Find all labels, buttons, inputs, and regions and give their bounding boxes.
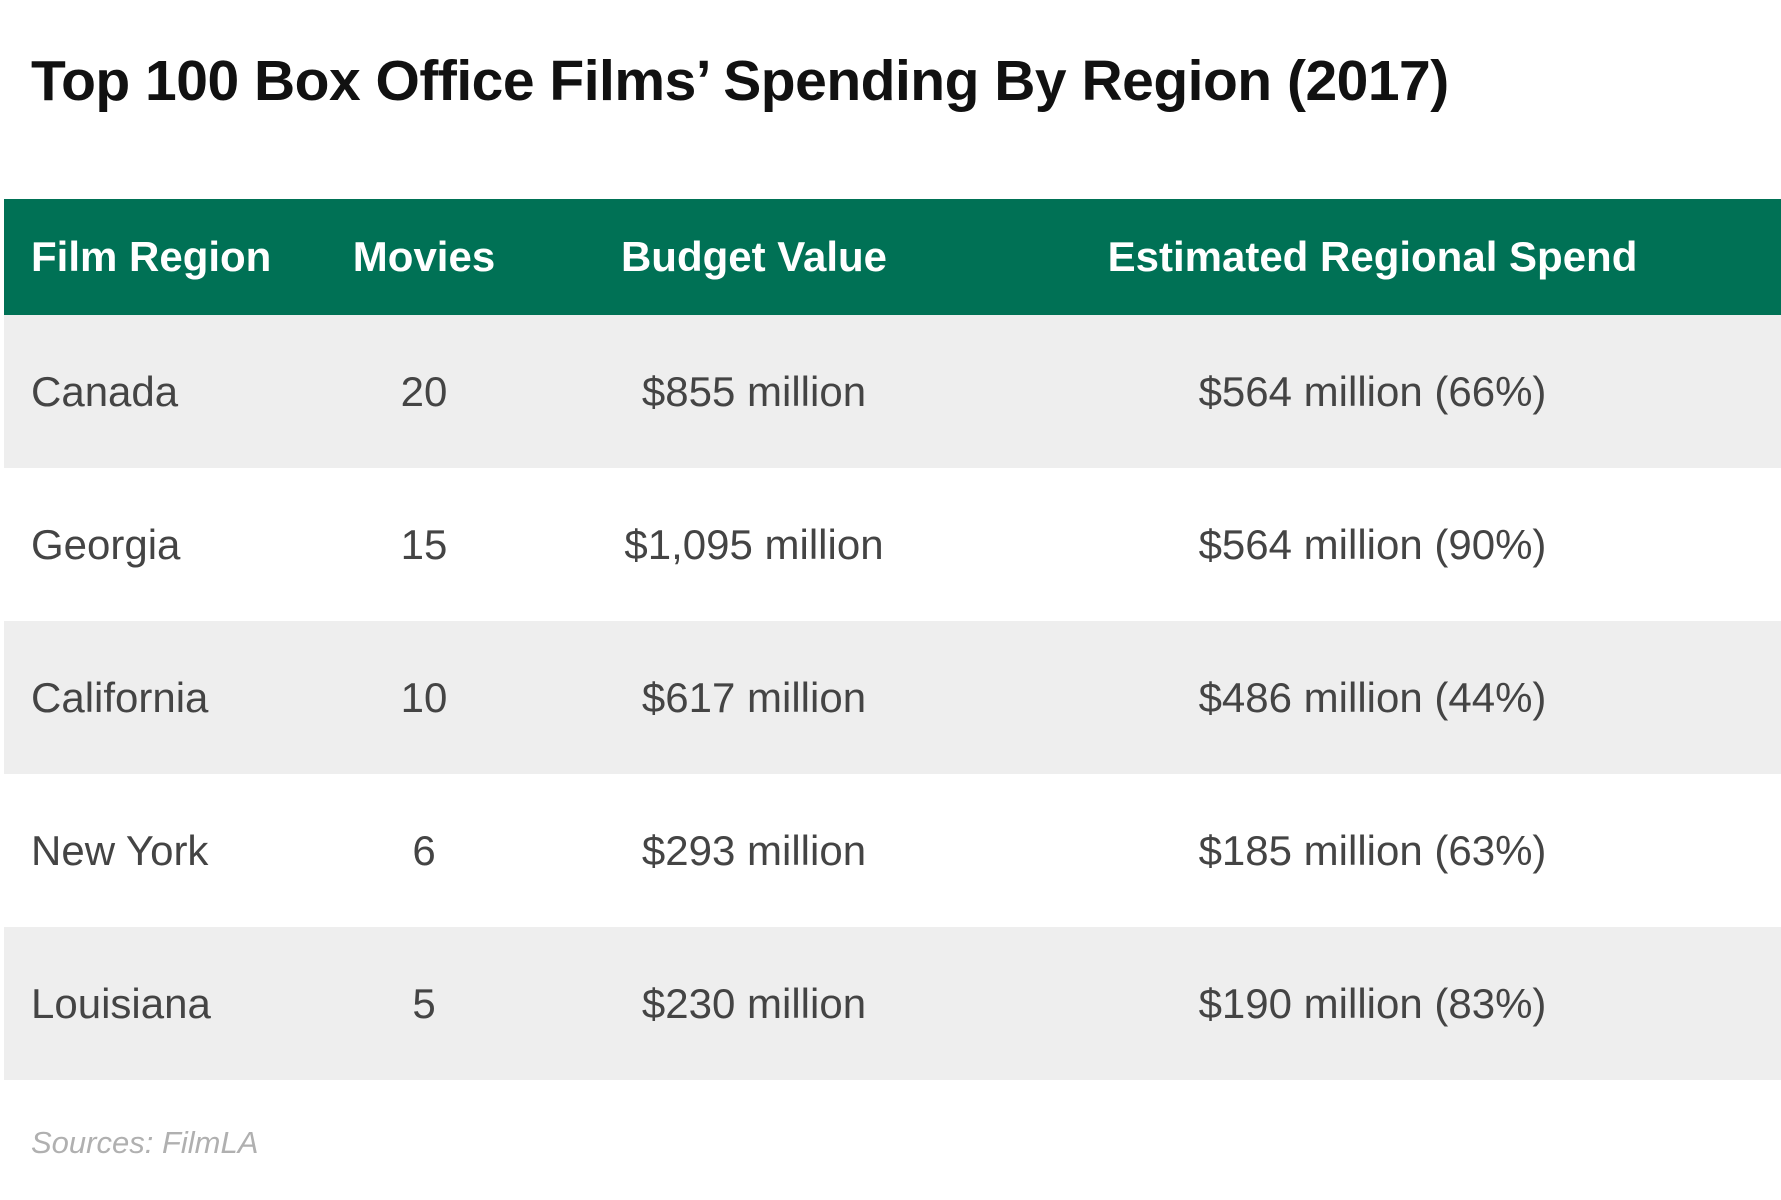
table-row: California 10 $617 million $486 million … (4, 621, 1781, 774)
page-title: Top 100 Box Office Films’ Spending By Re… (31, 49, 1449, 113)
cell-film-region: Georgia (4, 468, 304, 621)
cell-estimated-regional-spend: $564 million (90%) (964, 468, 1781, 621)
table-header-row: Film Region Movies Budget Value Estimate… (4, 199, 1781, 315)
cell-movies: 15 (304, 468, 544, 621)
table-row: Georgia 15 $1,095 million $564 million (… (4, 468, 1781, 621)
cell-budget-value: $293 million (544, 774, 964, 927)
table-row: Louisiana 5 $230 million $190 million (8… (4, 927, 1781, 1080)
column-header-movies: Movies (304, 199, 544, 315)
source-note: Sources: FilmLA (31, 1125, 259, 1160)
cell-estimated-regional-spend: $190 million (83%) (964, 927, 1781, 1080)
cell-movies: 10 (304, 621, 544, 774)
cell-movies: 5 (304, 927, 544, 1080)
cell-film-region: California (4, 621, 304, 774)
column-header-budget-value: Budget Value (544, 199, 964, 315)
spending-table: Film Region Movies Budget Value Estimate… (4, 199, 1781, 1080)
cell-estimated-regional-spend: $486 million (44%) (964, 621, 1781, 774)
cell-estimated-regional-spend: $185 million (63%) (964, 774, 1781, 927)
cell-budget-value: $617 million (544, 621, 964, 774)
cell-film-region: New York (4, 774, 304, 927)
cell-movies: 6 (304, 774, 544, 927)
cell-budget-value: $1,095 million (544, 468, 964, 621)
cell-budget-value: $230 million (544, 927, 964, 1080)
cell-budget-value: $855 million (544, 315, 964, 468)
cell-movies: 20 (304, 315, 544, 468)
table-row: New York 6 $293 million $185 million (63… (4, 774, 1781, 927)
cell-estimated-regional-spend: $564 million (66%) (964, 315, 1781, 468)
column-header-film-region: Film Region (4, 199, 304, 315)
cell-film-region: Louisiana (4, 927, 304, 1080)
table-row: Canada 20 $855 million $564 million (66%… (4, 315, 1781, 468)
cell-film-region: Canada (4, 315, 304, 468)
column-header-estimated-regional-spend: Estimated Regional Spend (964, 199, 1781, 315)
